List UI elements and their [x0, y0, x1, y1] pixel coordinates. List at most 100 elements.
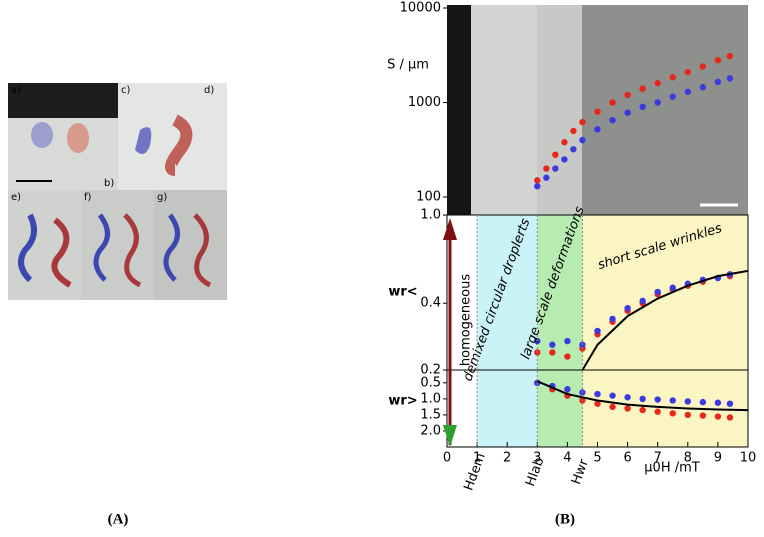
- point: [543, 165, 550, 172]
- x-tick-label: 0: [443, 451, 451, 466]
- panel-label: e): [11, 192, 21, 203]
- y-tick-label: 100: [416, 190, 441, 205]
- panel-label: a): [11, 85, 21, 96]
- point: [714, 399, 722, 406]
- point: [654, 408, 661, 415]
- point: [684, 398, 691, 405]
- point: [534, 183, 541, 190]
- point: [699, 63, 707, 70]
- point: [639, 85, 646, 92]
- point: [654, 99, 661, 106]
- point: [654, 80, 661, 87]
- point: [564, 386, 571, 393]
- x-tick-label: 1: [473, 451, 481, 466]
- y-tick-label: 1000: [408, 95, 441, 110]
- point: [594, 327, 601, 335]
- x-tick-label: 10: [740, 451, 757, 466]
- x-tick-label: 6: [623, 451, 631, 466]
- point: [726, 52, 734, 60]
- x-tick-label: 2: [503, 451, 511, 466]
- x-tick-label: 5: [593, 451, 601, 466]
- point: [699, 412, 707, 419]
- point: [624, 304, 631, 312]
- point: [609, 315, 616, 323]
- point: [594, 390, 601, 398]
- panel-label: f): [84, 192, 92, 203]
- x-tick-label: 4: [563, 451, 571, 466]
- y-axis-label: S / µm: [387, 58, 429, 73]
- point: [639, 103, 646, 111]
- point: [624, 394, 631, 401]
- panel-label: c): [121, 85, 130, 96]
- point: [543, 174, 550, 181]
- point: [609, 392, 616, 399]
- y-tick-label: 0.4: [420, 296, 441, 311]
- point: [552, 151, 559, 158]
- point: [669, 284, 676, 291]
- point: [561, 156, 568, 163]
- x-tick-label: 3: [533, 451, 541, 466]
- point: [549, 341, 556, 348]
- point: [684, 88, 691, 95]
- panel-b-image: [447, 5, 748, 215]
- point: [594, 400, 601, 407]
- point: [594, 126, 601, 133]
- point: [609, 99, 616, 106]
- point: [669, 410, 676, 417]
- point: [639, 395, 646, 403]
- point: [714, 413, 722, 420]
- point: [624, 91, 631, 99]
- point: [699, 84, 707, 91]
- point: [654, 288, 661, 296]
- marker-label: Hwr: [569, 457, 592, 487]
- point: [684, 68, 691, 76]
- y-tick-label: 2.0: [420, 423, 441, 438]
- point: [726, 414, 734, 421]
- region: [477, 215, 538, 447]
- region-label: homogeneous: [459, 274, 474, 366]
- point: [570, 146, 577, 153]
- point: [714, 57, 722, 64]
- point: [570, 127, 577, 135]
- fit-line: [581, 269, 749, 371]
- y-tick-label: 1.0: [420, 208, 441, 223]
- y-tick-label: 1.5: [420, 407, 441, 422]
- y-axis-label: wr>: [388, 394, 417, 409]
- point: [552, 165, 559, 172]
- fit-line: [536, 380, 749, 412]
- caption: (A): [108, 511, 129, 527]
- point: [534, 177, 541, 184]
- point: [669, 93, 676, 100]
- point: [714, 78, 722, 86]
- panel-label: b): [104, 178, 114, 189]
- point: [639, 406, 646, 414]
- x-tick-label: 7: [654, 451, 662, 466]
- marker-label: Hdem: [461, 451, 488, 492]
- x-tick-label: 9: [714, 451, 722, 466]
- point: [564, 337, 571, 345]
- point: [561, 139, 568, 146]
- y-tick-label: 0.5: [420, 375, 441, 390]
- point: [594, 108, 601, 115]
- point: [534, 337, 541, 345]
- region: [537, 215, 583, 447]
- point: [609, 403, 616, 411]
- y-tick-label: 1.0: [420, 391, 441, 406]
- point: [669, 397, 676, 404]
- point: [726, 75, 734, 82]
- panel-a-images: [8, 83, 227, 300]
- arrow-head: [443, 425, 457, 447]
- x-axis-label: µ0H /mT: [644, 461, 699, 476]
- y-tick-label: 10000: [400, 1, 441, 16]
- point: [579, 118, 586, 126]
- point: [609, 116, 616, 124]
- point: [624, 405, 631, 412]
- marker-label: Hlab: [523, 456, 547, 489]
- panel-label: d): [204, 85, 214, 96]
- y-axis-label: wr<: [388, 285, 417, 300]
- point: [564, 353, 571, 360]
- point: [639, 297, 646, 305]
- region: [447, 215, 478, 447]
